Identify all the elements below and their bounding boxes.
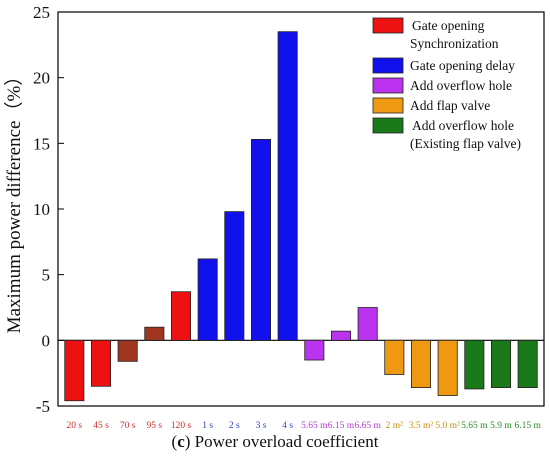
bar [277, 31, 298, 341]
x-tick-label: 3.5 m² [409, 421, 434, 431]
chart-bars [64, 31, 538, 402]
legend-swatch [372, 97, 404, 114]
legend-label: (Existing flap valve) [410, 136, 521, 151]
legend-label: Add flap valve [410, 98, 490, 113]
bar [490, 339, 511, 389]
legend-swatch [372, 117, 404, 134]
bar [170, 291, 191, 341]
bar [117, 339, 138, 362]
y-tick-label: 15 [33, 134, 50, 153]
x-tick-label: 70 s [120, 421, 136, 431]
legend-swatch [372, 77, 404, 94]
caption-letter: c [177, 432, 185, 451]
bar [91, 339, 112, 387]
x-tick-label: 6.15 m [514, 421, 541, 431]
legend-label: Synchronization [410, 36, 499, 51]
legend-label: Gate opening delay [410, 58, 515, 73]
y-tick-label: 5 [42, 266, 51, 285]
y-axis-label: Maximum power difference（%） [3, 67, 25, 334]
y-tick-label: 0 [42, 331, 51, 350]
bar-chart: -5 0 5 10 15 20 25 20 s 45 s 70 s 95 s 120 s 1 s 2 s… [3, 3, 545, 431]
y-tick-label: 20 [33, 69, 50, 88]
x-tick-label: 5.9 m [490, 421, 512, 431]
bar [144, 326, 165, 341]
legend-label: Add overflow hole [410, 78, 512, 93]
x-tick-label: 3 s [256, 421, 267, 431]
caption-text: Power overload coefficient [190, 432, 379, 451]
x-tick-label: 2 s [229, 421, 240, 431]
bar [464, 339, 485, 390]
bar [304, 339, 325, 361]
y-tick-label: -5 [36, 397, 50, 416]
legend-label: Gate opening [412, 18, 485, 33]
x-tick-label: 5.65 m [301, 421, 328, 431]
x-tick-label: 5.0 m² [435, 421, 460, 431]
bar [250, 138, 271, 341]
x-tick-label: 1 s [202, 421, 213, 431]
bar [517, 339, 538, 389]
bar [357, 307, 378, 341]
legend-swatch [372, 17, 404, 34]
x-tick-label: 2 m² [386, 421, 404, 431]
x-tick-label: 120 s [171, 421, 192, 431]
figure-caption: (c) Power overload coefficient [171, 432, 379, 451]
y-tick-label: 25 [33, 3, 50, 22]
x-tick-label: 6.15 m [328, 421, 355, 431]
bar [384, 339, 405, 375]
chart-axes: -5 0 5 10 15 20 25 [33, 3, 545, 416]
x-tick-label: 5.65 m [461, 421, 488, 431]
bar [410, 339, 431, 389]
bar [64, 339, 85, 402]
bar [330, 330, 351, 341]
bar [437, 339, 458, 396]
bar [197, 258, 218, 341]
legend-label: Add overflow hole [412, 118, 514, 133]
legend-swatch [372, 57, 404, 74]
y-tick-label: 10 [33, 200, 50, 219]
legend: Gate opening Synchronization Gate opening … [372, 17, 521, 151]
x-tick-label: 4 s [282, 421, 293, 431]
x-tick-label: 95 s [147, 421, 163, 431]
x-tick-label: 45 s [93, 421, 109, 431]
x-tick-label: 6.65 m [354, 421, 381, 431]
bar [224, 211, 245, 341]
x-tick-label: 20 s [67, 421, 83, 431]
